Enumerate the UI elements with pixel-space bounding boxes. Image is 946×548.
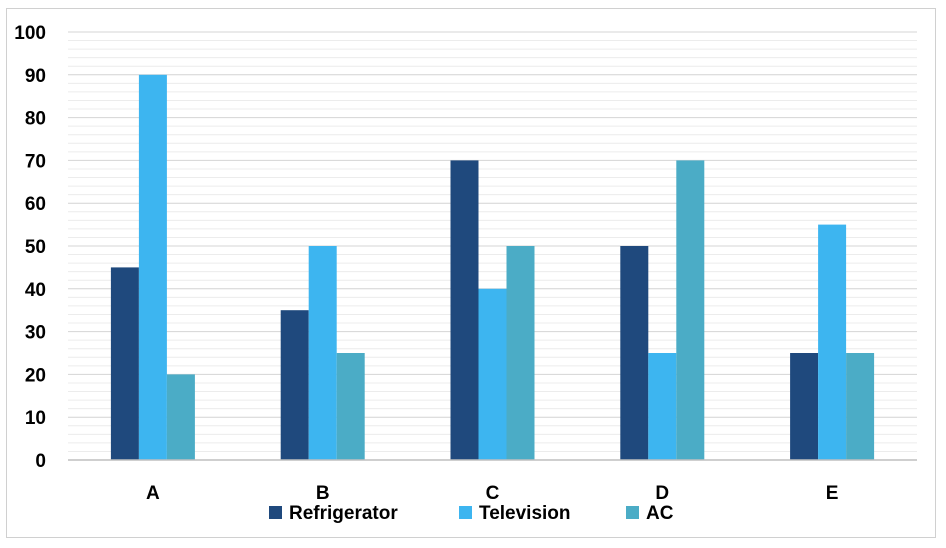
y-tick-label: 90 [25, 66, 46, 87]
x-tick-label: D [655, 483, 669, 504]
y-tick-label: 100 [14, 23, 46, 44]
legend-label: Television [479, 503, 571, 524]
y-tick-label: 70 [25, 151, 46, 172]
y-tick-label: 20 [25, 365, 46, 386]
bar-television-e [818, 224, 847, 460]
bar-chart: 0 10 20 30 40 50 60 70 80 90 100 A B C D E Refrigerator… [14, 23, 917, 524]
y-tick-label: 50 [25, 237, 46, 258]
x-tick-label: A [146, 483, 160, 504]
bar-television-c [478, 288, 507, 460]
bar-television-b [308, 246, 337, 460]
x-tick-label: C [486, 483, 500, 504]
bar-refrigerator-b [280, 310, 309, 460]
bar-television-d [648, 353, 677, 460]
legend-label: AC [646, 503, 674, 524]
legend-swatch-ac [626, 506, 639, 519]
bar-refrigerator-a [110, 267, 139, 460]
legend: Refrigerator Television AC [269, 503, 674, 524]
bar-television-a [138, 74, 167, 461]
y-tick-label: 10 [25, 408, 46, 429]
bar-refrigerator-c [450, 160, 479, 460]
bar-refrigerator-e [790, 353, 819, 460]
x-tick-label: E [826, 483, 839, 504]
bar-ac-d [676, 160, 705, 460]
x-tick-label: B [316, 483, 330, 504]
y-tick-label: 30 [25, 323, 46, 344]
bar-ac-e [846, 353, 875, 460]
legend-swatch-refrigerator [269, 506, 282, 519]
bars [110, 74, 875, 461]
y-tick-label: 0 [35, 451, 46, 472]
chart-frame: 0 10 20 30 40 50 60 70 80 90 100 A B C D E Refrigerator… [6, 8, 936, 538]
legend-label: Refrigerator [289, 503, 398, 524]
bar-refrigerator-d [620, 246, 649, 460]
y-tick-label: 60 [25, 194, 46, 215]
y-tick-label: 80 [25, 109, 46, 130]
bar-ac-b [336, 353, 365, 460]
y-tick-label: 40 [25, 280, 46, 301]
bar-ac-c [506, 246, 535, 460]
axes: 0 10 20 30 40 50 60 70 80 90 100 A B C D E [14, 23, 917, 504]
bar-ac-a [166, 374, 195, 460]
legend-swatch-television [459, 506, 472, 519]
